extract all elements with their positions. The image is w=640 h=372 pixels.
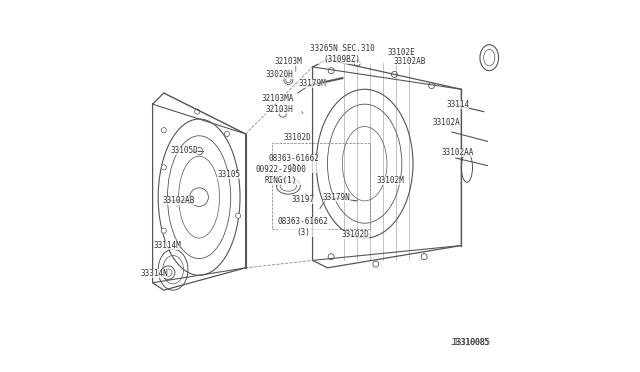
Circle shape: [328, 68, 334, 74]
Text: 33102D: 33102D: [342, 230, 369, 239]
Text: J3310085: J3310085: [451, 338, 491, 347]
Circle shape: [225, 131, 230, 137]
Text: 33197: 33197: [292, 195, 315, 203]
Circle shape: [286, 77, 291, 83]
Circle shape: [429, 83, 435, 89]
Text: 32103MA: 32103MA: [261, 94, 293, 103]
Circle shape: [373, 261, 379, 267]
Text: 33102E: 33102E: [388, 48, 416, 57]
Text: 33105D: 33105D: [170, 146, 198, 155]
Circle shape: [328, 254, 334, 260]
Text: 33102M: 33102M: [377, 176, 404, 185]
Circle shape: [190, 188, 209, 206]
Text: 33020H: 33020H: [265, 70, 293, 79]
Text: 33102AB: 33102AB: [163, 196, 195, 205]
Text: 33102D: 33102D: [284, 133, 312, 142]
Text: J3310085: J3310085: [452, 338, 489, 347]
Circle shape: [236, 213, 241, 218]
Text: 33105: 33105: [218, 170, 241, 179]
Circle shape: [284, 76, 293, 84]
Text: 33179N: 33179N: [323, 193, 351, 202]
Circle shape: [161, 228, 166, 233]
Circle shape: [392, 71, 397, 77]
Text: 32103H: 32103H: [265, 105, 293, 114]
Circle shape: [354, 60, 360, 66]
Circle shape: [186, 196, 193, 203]
Text: 00922-29000
RING(1): 00922-29000 RING(1): [255, 165, 307, 185]
Circle shape: [161, 266, 175, 279]
Text: 33179M: 33179M: [299, 79, 326, 88]
Circle shape: [195, 147, 203, 155]
Circle shape: [161, 165, 166, 170]
Text: 33314N: 33314N: [141, 269, 168, 278]
Circle shape: [421, 254, 427, 260]
Circle shape: [279, 110, 287, 117]
Text: 33265N SEC.310
(3109BZ): 33265N SEC.310 (3109BZ): [310, 44, 374, 64]
Circle shape: [164, 269, 172, 276]
Circle shape: [195, 109, 200, 114]
Text: 33102AA: 33102AA: [442, 148, 474, 157]
Text: 33102AB: 33102AB: [393, 57, 426, 66]
Text: 33114M: 33114M: [154, 241, 181, 250]
Text: 08363-61662
(1): 08363-61662 (1): [269, 154, 319, 173]
Text: 08363-61662
(3): 08363-61662 (3): [278, 217, 329, 237]
Text: 32103M: 32103M: [275, 57, 302, 66]
Text: 33114: 33114: [446, 100, 469, 109]
Text: 33102A: 33102A: [433, 118, 460, 127]
Circle shape: [161, 128, 166, 133]
